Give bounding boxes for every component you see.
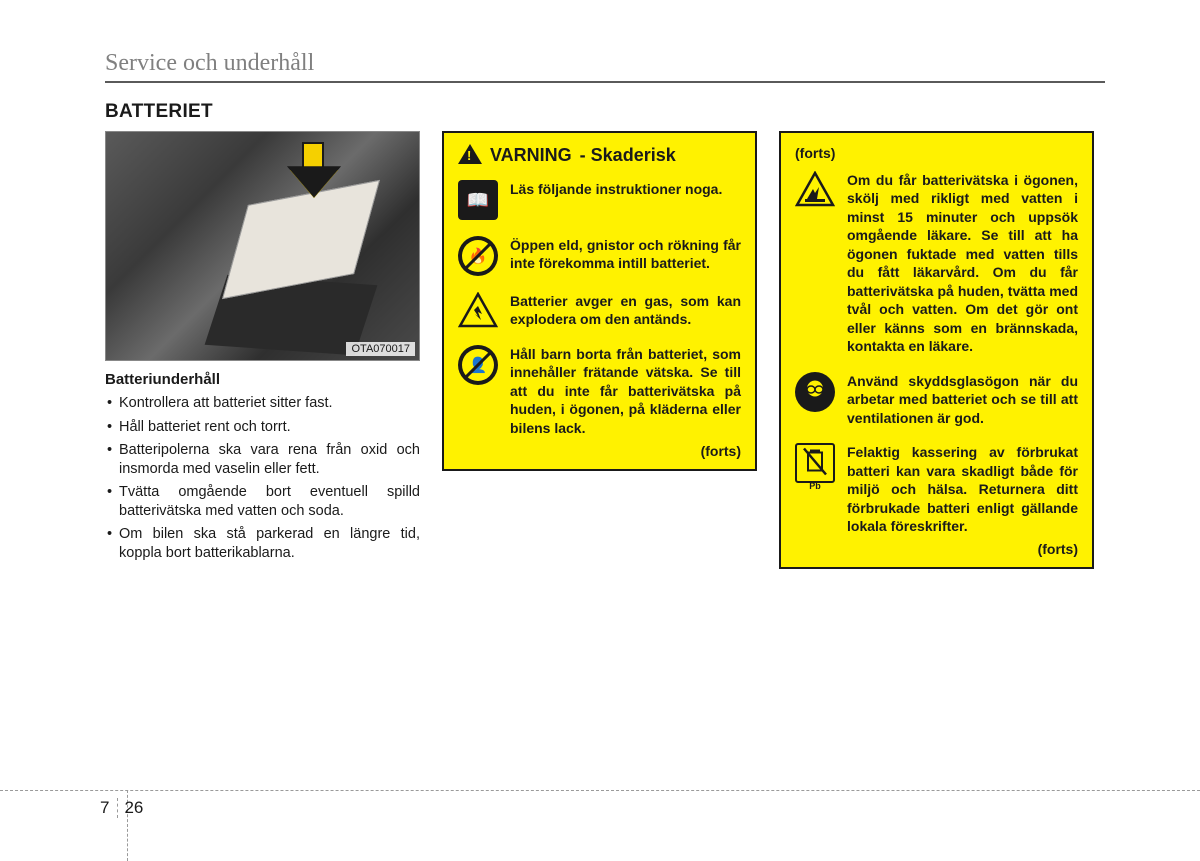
continued-top-label: (forts)	[795, 145, 1078, 161]
list-item: Håll batteriet rent och torrt.	[105, 418, 420, 437]
warning-text: Läs följande instruktioner noga.	[510, 180, 741, 198]
footer-line	[0, 790, 1200, 791]
continued-label: (forts)	[458, 443, 741, 459]
no-flame-icon: 🔥	[458, 236, 498, 276]
warning-label: VARNING	[490, 145, 572, 166]
no-children-icon: 👤	[458, 345, 498, 385]
warning-header: VARNING - Skaderisk	[458, 145, 741, 166]
warning-text: Batterier avger en gas, som kan exploder…	[510, 292, 741, 329]
warning-item: 👤 Håll barn borta från batteriet, som in…	[458, 345, 741, 437]
warning-text: Använd skyddsglasögon när du arbetar med…	[847, 372, 1078, 427]
warning-item: Pb Felaktig kassering av förbrukat batte…	[795, 443, 1078, 535]
warning-item: 📖 Läs följande instruktioner noga.	[458, 180, 741, 220]
warning-text: Felaktig kassering av förbrukat batteri …	[847, 443, 1078, 535]
page-number: 7 26	[100, 798, 143, 818]
chapter-title: Service och underhåll	[105, 50, 1105, 77]
list-item: Om bilen ska stå parkerad en längre tid,…	[105, 525, 420, 562]
warning-item: Batterier avger en gas, som kan exploder…	[458, 292, 741, 329]
warning-item: Om du får batterivätska i ögonen, skölj …	[795, 171, 1078, 356]
warning-text: Om du får batterivätska i ögonen, skölj …	[847, 171, 1078, 356]
sub-heading: Batteriunderhåll	[105, 371, 420, 388]
bullet-list: Kontrollera att batteriet sitter fast. H…	[105, 394, 420, 562]
warning-sublabel: - Skaderisk	[580, 145, 676, 166]
chapter-number: 7	[100, 798, 118, 818]
page-no: 26	[124, 798, 143, 817]
list-item: Kontrollera att batteriet sitter fast.	[105, 394, 420, 413]
manual-page: Service och underhåll BATTERIET OTA07001…	[105, 50, 1105, 569]
column-right: (forts) Om du får batterivätska i ögonen…	[779, 131, 1094, 569]
divider	[105, 81, 1105, 83]
warning-text: Öppen eld, gnistor och rökning får inte …	[510, 236, 741, 273]
warning-triangle-icon	[458, 144, 482, 164]
column-left: OTA070017 Batteriunderhåll Kontrollera a…	[105, 131, 420, 569]
columns: OTA070017 Batteriunderhåll Kontrollera a…	[105, 131, 1105, 569]
goggles-icon	[795, 372, 835, 412]
warning-box: VARNING - Skaderisk 📖 Läs följande instr…	[442, 131, 757, 471]
column-middle: VARNING - Skaderisk 📖 Läs följande instr…	[442, 131, 757, 569]
warning-text: Håll barn borta från batteriet, som inne…	[510, 345, 741, 437]
warning-item: Använd skyddsglasögon när du arbetar med…	[795, 372, 1078, 427]
list-item: Tvätta omgående bort eventuell spilld ba…	[105, 483, 420, 520]
recycle-bin-icon	[795, 443, 835, 483]
battery-figure: OTA070017	[105, 131, 420, 361]
pb-label: Pb	[795, 481, 835, 491]
corrosive-icon	[795, 171, 835, 207]
explosion-icon	[458, 292, 498, 328]
warning-item: 🔥 Öppen eld, gnistor och rökning får int…	[458, 236, 741, 276]
warning-box-continued: (forts) Om du får batterivätska i ögonen…	[779, 131, 1094, 569]
continued-label: (forts)	[795, 541, 1078, 557]
manual-icon: 📖	[458, 180, 498, 220]
section-title: BATTERIET	[105, 101, 1105, 123]
figure-code: OTA070017	[346, 342, 415, 356]
list-item: Batteripolerna ska vara rena från oxid o…	[105, 441, 420, 478]
